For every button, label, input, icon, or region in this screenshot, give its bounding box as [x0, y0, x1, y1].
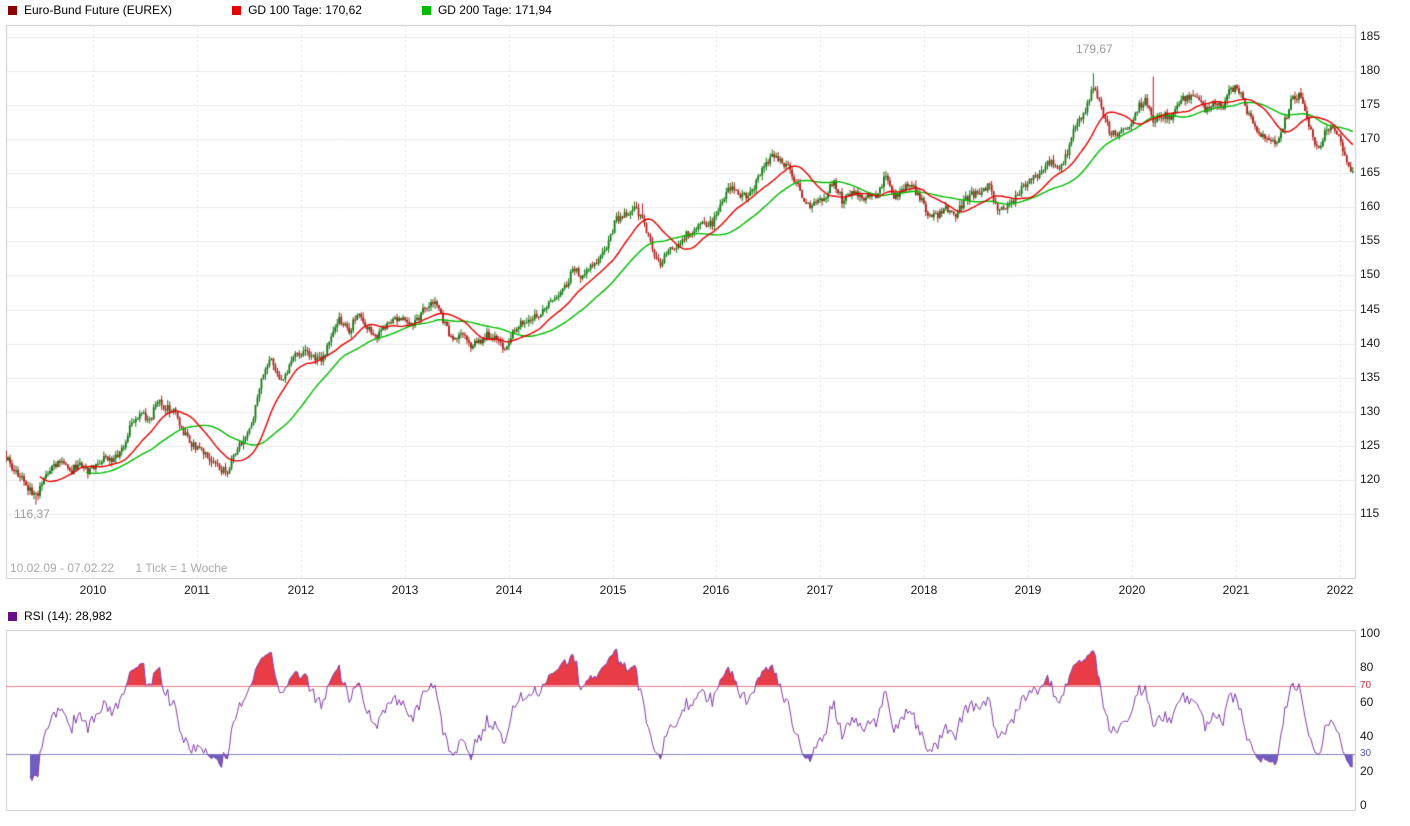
tick-interval-text: 1 Tick = 1 Woche — [135, 561, 228, 575]
rsi-swatch-icon — [8, 611, 17, 621]
legend-item-instrument: Euro-Bund Future (EUREX) — [8, 3, 172, 17]
all-time-high-label: 179,67 — [1076, 42, 1113, 56]
gd200-label: GD 200 Tage: 171,94 — [437, 3, 552, 17]
main-chart-legend: Euro-Bund Future (EUREX) GD 100 Tage: 17… — [8, 3, 552, 17]
date-range-info: 10.02.09 - 07.02.22 1 Tick = 1 Woche — [10, 561, 228, 575]
instrument-swatch-icon — [8, 5, 17, 15]
gd100-swatch-icon — [232, 5, 242, 15]
gd100-label: GD 100 Tage: 170,62 — [248, 3, 362, 17]
legend-item-rsi: RSI (14): 28,982 — [8, 609, 112, 623]
legend-item-gd200: GD 200 Tage: 171,94 — [421, 3, 552, 17]
date-range-text: 10.02.09 - 07.02.22 — [10, 561, 115, 575]
gd200-swatch-icon — [421, 5, 431, 15]
legend-item-gd100: GD 100 Tage: 170,62 — [232, 3, 362, 17]
instrument-label: Euro-Bund Future (EUREX) — [24, 3, 173, 17]
all-time-low-label: 116,37 — [14, 507, 50, 521]
rsi-label: RSI (14): 28,982 — [24, 609, 113, 623]
rsi-legend: RSI (14): 28,982 — [8, 609, 112, 623]
